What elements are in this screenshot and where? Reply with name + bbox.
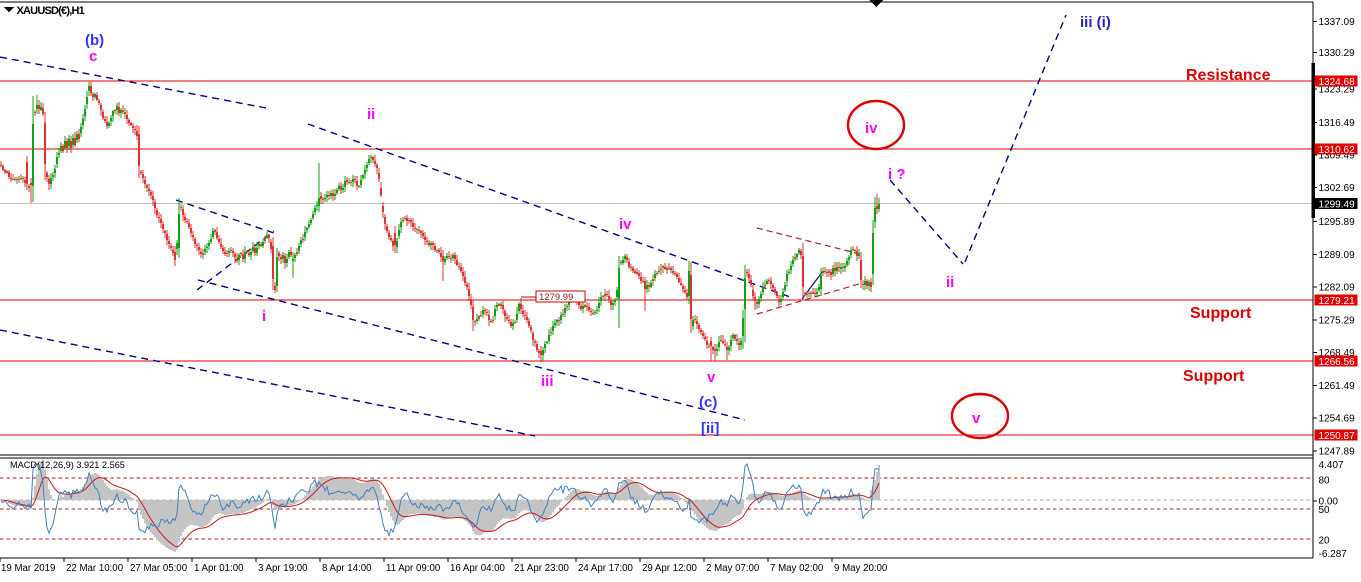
svg-text:1266.56: 1266.56 xyxy=(1319,357,1356,368)
svg-text:1324.68: 1324.68 xyxy=(1319,77,1356,88)
svg-text:80: 80 xyxy=(1319,476,1331,487)
svg-text:(b): (b) xyxy=(85,32,104,49)
svg-text:ii: ii xyxy=(367,106,375,123)
svg-text:24 Apr 17:00: 24 Apr 17:00 xyxy=(578,563,634,574)
svg-text:1289.09: 1289.09 xyxy=(1319,250,1356,261)
svg-text:16 Apr 04:00: 16 Apr 04:00 xyxy=(450,563,506,574)
svg-text:i: i xyxy=(262,308,266,325)
svg-text:iii (i): iii (i) xyxy=(1080,14,1111,31)
svg-text:ii: ii xyxy=(946,274,954,291)
svg-text:11 Apr 09:00: 11 Apr 09:00 xyxy=(386,563,441,574)
svg-text:1330.29: 1330.29 xyxy=(1319,48,1356,59)
svg-text:19 Mar 2019: 19 Mar 2019 xyxy=(1,563,55,574)
svg-text:1247.89: 1247.89 xyxy=(1319,447,1356,458)
svg-text:22 Mar 10:00: 22 Mar 10:00 xyxy=(66,563,124,574)
svg-text:c: c xyxy=(89,48,97,65)
svg-text:1316.49: 1316.49 xyxy=(1319,118,1356,129)
svg-text:1 Apr 01:00: 1 Apr 01:00 xyxy=(194,563,244,574)
svg-text:50: 50 xyxy=(1319,505,1331,516)
svg-text:1302.69: 1302.69 xyxy=(1319,183,1356,194)
svg-text:1310.62: 1310.62 xyxy=(1319,145,1356,156)
svg-text:1250.87: 1250.87 xyxy=(1319,431,1356,442)
svg-text:1279.99: 1279.99 xyxy=(539,292,573,303)
svg-text:Support: Support xyxy=(1190,305,1252,322)
svg-text:0.00: 0.00 xyxy=(1319,497,1339,508)
svg-text:4.407: 4.407 xyxy=(1319,460,1344,471)
svg-text:27 Mar 05:00: 27 Mar 05:00 xyxy=(130,563,188,574)
svg-text:1254.69: 1254.69 xyxy=(1319,414,1356,425)
svg-text:1279.21: 1279.21 xyxy=(1319,296,1356,307)
svg-text:8 Apr 14:00: 8 Apr 14:00 xyxy=(322,563,372,574)
svg-text:MACD(12,26,9) 3.921 2.565: MACD(12,26,9) 3.921 2.565 xyxy=(10,460,125,470)
svg-text:29 Apr 12:00: 29 Apr 12:00 xyxy=(642,563,698,574)
svg-text:iv: iv xyxy=(865,120,878,137)
svg-text:1323.29: 1323.29 xyxy=(1319,85,1356,96)
svg-text:v: v xyxy=(707,369,716,386)
svg-text:Support: Support xyxy=(1183,368,1245,385)
svg-text:(c): (c) xyxy=(699,394,717,411)
svg-text:1309.49: 1309.49 xyxy=(1319,151,1356,162)
svg-text:v: v xyxy=(972,410,981,427)
svg-text:iv: iv xyxy=(619,216,632,233)
svg-text:1299.49: 1299.49 xyxy=(1319,199,1356,210)
svg-text:2 May 07:00: 2 May 07:00 xyxy=(706,563,760,574)
svg-text:1337.09: 1337.09 xyxy=(1319,17,1356,28)
svg-text:7 May 02:00: 7 May 02:00 xyxy=(770,563,824,574)
svg-text:1261.49: 1261.49 xyxy=(1319,381,1356,392)
svg-text:-6.287: -6.287 xyxy=(1319,549,1348,560)
svg-text:XAUUSD(€),H1: XAUUSD(€),H1 xyxy=(17,5,85,17)
svg-text:iii: iii xyxy=(541,373,554,390)
svg-text:1275.29: 1275.29 xyxy=(1319,316,1356,327)
svg-text:1268.49: 1268.49 xyxy=(1319,348,1356,359)
svg-text:Resistance: Resistance xyxy=(1186,67,1271,84)
svg-text:i ?: i ? xyxy=(888,166,906,183)
svg-text:20: 20 xyxy=(1319,536,1331,547)
svg-text:[ii]: [ii] xyxy=(701,420,719,437)
svg-text:1295.89: 1295.89 xyxy=(1319,217,1356,228)
svg-text:9 May 20:00: 9 May 20:00 xyxy=(834,563,888,574)
svg-text:3 Apr 19:00: 3 Apr 19:00 xyxy=(258,563,308,574)
svg-text:21 Apr 23:00: 21 Apr 23:00 xyxy=(514,563,570,574)
svg-text:1282.09: 1282.09 xyxy=(1319,283,1356,294)
